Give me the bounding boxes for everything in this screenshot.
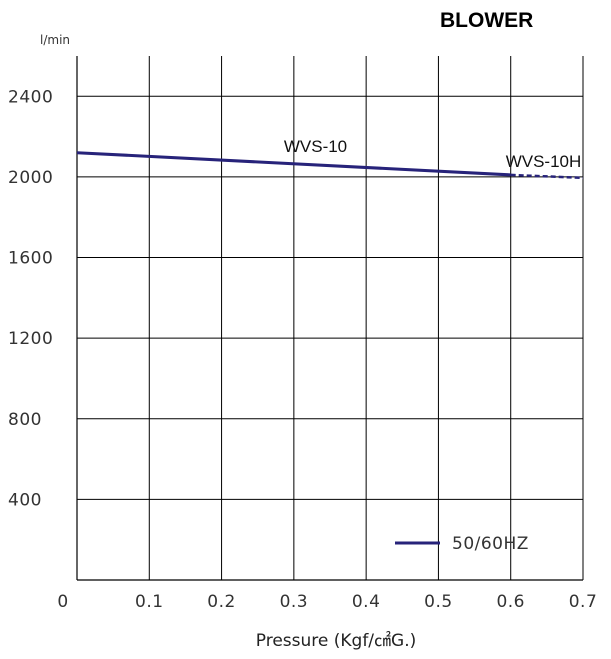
x-axis-label: Pressure (Kgf/㎠G.) (256, 631, 417, 651)
series-annotation: WVS-10H (506, 152, 582, 171)
y-tick-label: 2000 (8, 168, 53, 188)
x-tick-label: 0.1 (135, 592, 164, 612)
x-tick-label: 0.3 (280, 592, 309, 612)
x-tick-label: 0.6 (496, 592, 525, 612)
y-tick-label: 1600 (8, 249, 53, 269)
y-tick-label: 800 (8, 410, 42, 430)
x-tick-label: 0 (57, 592, 68, 612)
y-tick-label: 2400 (8, 87, 53, 107)
legend: 50/60HZ (395, 534, 529, 554)
chart-ticks: 0 0.1 0.2 0.3 0.4 0.5 0.6 0.7 400 800 1200 1600 2000… (8, 87, 597, 612)
legend-label: 50/60HZ (452, 534, 529, 554)
series-line-wvs-10 (76, 151, 511, 177)
x-tick-label: 0.5 (424, 592, 453, 612)
y-tick-label: 400 (8, 490, 42, 510)
x-tick-label: 0.2 (207, 592, 236, 612)
x-tick-label: 0.4 (352, 592, 381, 612)
series-line-wvs-10h (510, 173, 584, 180)
y-tick-label: 1200 (8, 329, 53, 349)
x-tick-label: 0.7 (569, 592, 598, 612)
y-axis-unit-label: l/min (40, 33, 70, 47)
chart-title: BLOWER (440, 9, 533, 32)
chart-series: WVS-10 WVS-10H (76, 137, 584, 180)
series-annotation: WVS-10 (284, 137, 347, 156)
chart-grid (76, 56, 584, 581)
